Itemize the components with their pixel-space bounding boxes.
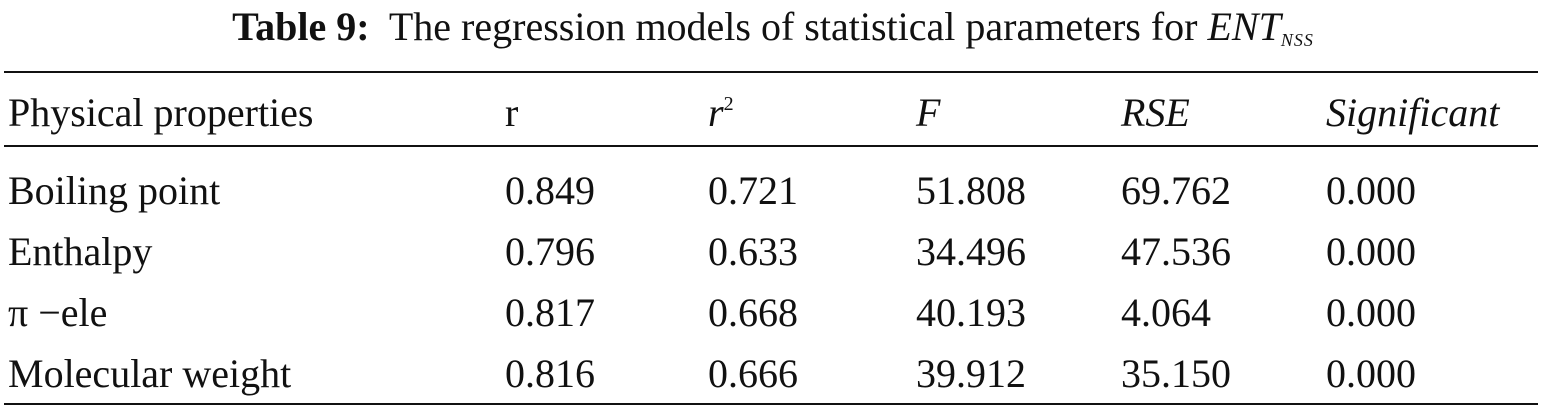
cell-significant: 0.000	[1326, 290, 1416, 335]
caption-text: The regression models of statistical par…	[388, 4, 1198, 49]
cell-r: 0.849	[505, 168, 595, 213]
cell-f: 34.496	[916, 229, 1026, 274]
cell-r2: 0.721	[708, 168, 798, 213]
cell-property: Molecular weight	[8, 351, 292, 396]
table-header: Physical properties r r2 F RSE Significa…	[8, 82, 1536, 142]
header-physical-properties: Physical properties	[8, 89, 314, 135]
bottom-rule	[4, 403, 1538, 405]
header-f: F	[916, 89, 941, 135]
cell-r: 0.816	[505, 351, 595, 396]
table-row: Molecular weight 0.816 0.666 39.912 35.1…	[8, 343, 1536, 404]
header-r-squared: r2	[708, 82, 916, 142]
table-body: Boiling point 0.849 0.721 51.808 69.762 …	[8, 160, 1536, 404]
cell-r2: 0.633	[708, 229, 798, 274]
header-rse: RSE	[1121, 89, 1190, 135]
header-r: r	[505, 89, 519, 135]
cell-significant: 0.000	[1326, 229, 1416, 274]
cell-f: 51.808	[916, 168, 1026, 213]
cell-f: 40.193	[916, 290, 1026, 335]
header-significant: Significant	[1326, 89, 1500, 135]
cell-property: Boiling point	[8, 168, 221, 213]
cell-f: 39.912	[916, 351, 1026, 396]
table-row: Enthalpy 0.796 0.633 34.496 47.536 0.000	[8, 221, 1536, 282]
top-rule	[4, 71, 1538, 73]
cell-r2: 0.666	[708, 351, 798, 396]
cell-rse: 69.762	[1121, 168, 1231, 213]
cell-significant: 0.000	[1326, 168, 1416, 213]
cell-r: 0.796	[505, 229, 595, 274]
header-rule	[4, 145, 1538, 147]
cell-rse: 4.064	[1121, 290, 1211, 335]
cell-rse: 35.150	[1121, 351, 1231, 396]
caption-subscript: NSS	[1280, 30, 1314, 50]
cell-property: Enthalpy	[8, 229, 153, 274]
table-row: π −ele 0.817 0.668 40.193 4.064 0.000	[8, 282, 1536, 343]
cell-property: π −ele	[8, 290, 108, 335]
table-label: Table 9:	[232, 4, 370, 49]
table-caption: Table 9: The regression models of statis…	[0, 2, 1546, 65]
cell-r2: 0.668	[708, 290, 798, 335]
cell-significant: 0.000	[1326, 351, 1416, 396]
header-row: Physical properties r r2 F RSE Significa…	[8, 82, 1536, 142]
header-r-squared-base: r	[708, 89, 724, 135]
table-row: Boiling point 0.849 0.721 51.808 69.762 …	[8, 160, 1536, 221]
caption-symbol: ENT	[1207, 4, 1281, 49]
cell-rse: 47.536	[1121, 229, 1231, 274]
header-r-squared-sup: 2	[723, 92, 734, 115]
cell-r: 0.817	[505, 290, 595, 335]
